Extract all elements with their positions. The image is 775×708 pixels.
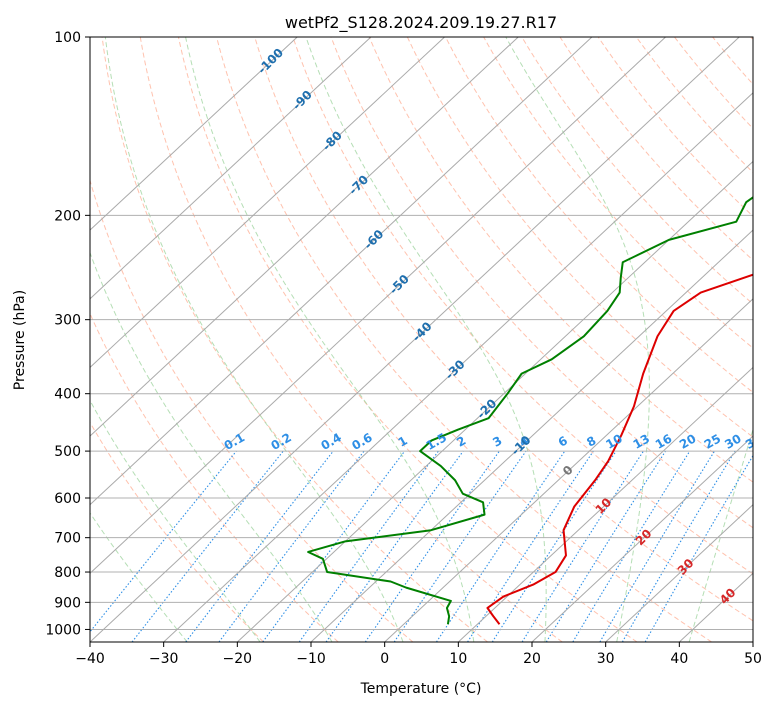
dry-adiabat-line <box>101 37 488 642</box>
y-tick-label: 700 <box>54 531 81 547</box>
mixing-ratio-line <box>364 450 500 642</box>
dewpoint-profile-line <box>307 196 753 625</box>
moist-adiabat-line <box>104 37 404 642</box>
mixing-ratio-line <box>185 450 334 642</box>
x-tick-label: 40 <box>670 651 688 667</box>
x-tick-label: 0 <box>380 651 389 667</box>
isotherm-line <box>90 37 298 231</box>
mixing-ratio-line <box>90 450 237 633</box>
dry-adiabat-line <box>177 37 638 642</box>
dry-adiabat-line <box>406 37 753 438</box>
mixing-ratio-lines <box>90 450 753 642</box>
y-tick-label: 200 <box>54 208 81 224</box>
y-axis-title: Pressure (hPa) <box>12 290 28 390</box>
mixing-ratio-line <box>325 450 464 642</box>
dry-adiabat-line <box>90 312 339 642</box>
moist-adiabat-line <box>90 251 333 642</box>
isotherm-line <box>90 37 519 437</box>
y-tick-label: 100 <box>54 30 81 46</box>
x-tick-label: 20 <box>523 651 541 667</box>
moist-adiabat-line <box>688 427 753 642</box>
x-tick-label: 50 <box>744 651 762 667</box>
x-tick-label: 10 <box>449 651 467 667</box>
dry-adiabat-line <box>483 37 753 349</box>
isotherm-line <box>531 435 753 642</box>
moist-adiabat-line <box>305 37 547 642</box>
moist-adiabat-line <box>90 399 261 642</box>
dry-adiabat-line <box>139 37 563 642</box>
mixing-ratio-line <box>131 450 284 642</box>
moist-adiabat-line <box>505 37 650 642</box>
isotherm-line <box>163 92 753 642</box>
y-tick-label: 300 <box>54 313 81 329</box>
y-axis: 100 200 300 400 500 600 700 800 900 1000 <box>45 30 90 638</box>
isotherm-line <box>90 37 666 575</box>
x-tick-label: −10 <box>296 651 326 667</box>
moist-adiabat-lines <box>90 37 753 642</box>
pressure-gridlines <box>90 37 753 630</box>
mixing-ratio-line <box>572 450 691 642</box>
isotherm-line <box>90 37 740 642</box>
mixing-ratio-line <box>491 450 617 642</box>
x-tick-label: −30 <box>149 651 179 667</box>
y-tick-label: 1000 <box>45 622 81 638</box>
y-tick-label: 500 <box>54 444 81 460</box>
mixing-ratio-line <box>218 450 365 642</box>
x-axis-title: Temperature (°C) <box>360 681 482 697</box>
dry-adiabat-line <box>90 421 264 642</box>
mixing-ratio-line <box>435 450 566 642</box>
y-tick-label: 800 <box>54 565 81 581</box>
y-tick-label: 400 <box>54 387 81 403</box>
dry-adiabat-line <box>292 37 753 575</box>
mixing-ratio-line <box>545 450 667 642</box>
isotherm-line <box>310 229 753 642</box>
dry-adiabat-line <box>254 37 753 622</box>
chart-title: wetPf2_S128.2024.209.19.27.R17 <box>285 13 557 33</box>
mixing-ratio-label: 36 <box>743 431 764 451</box>
mixing-ratio-line <box>521 450 644 642</box>
mixing-ratio-line <box>262 450 406 642</box>
x-tick-label: −40 <box>75 651 105 667</box>
moist-adiabat-line <box>185 37 475 642</box>
plot-frame <box>89 36 754 643</box>
isotherm-line <box>90 37 445 369</box>
isotherm-line <box>605 504 753 642</box>
mixing-ratio-line <box>298 450 439 642</box>
y-tick-label: 600 <box>54 491 81 507</box>
mixing-ratio-line <box>467 450 594 642</box>
x-tick-label: 30 <box>597 651 615 667</box>
mixing-ratio-line <box>599 450 715 642</box>
isotherm-line <box>90 37 593 506</box>
isotherm-line <box>90 37 372 300</box>
x-axis: −40 −30 −20 −10 0 10 20 30 40 50 <box>75 642 762 667</box>
isotherm-line <box>457 366 753 642</box>
x-tick-label: −20 <box>223 651 253 667</box>
isotherm-line <box>384 298 753 642</box>
profile-series <box>307 196 753 625</box>
temperature-profile-line <box>486 273 753 625</box>
y-tick-label: 900 <box>54 595 81 611</box>
